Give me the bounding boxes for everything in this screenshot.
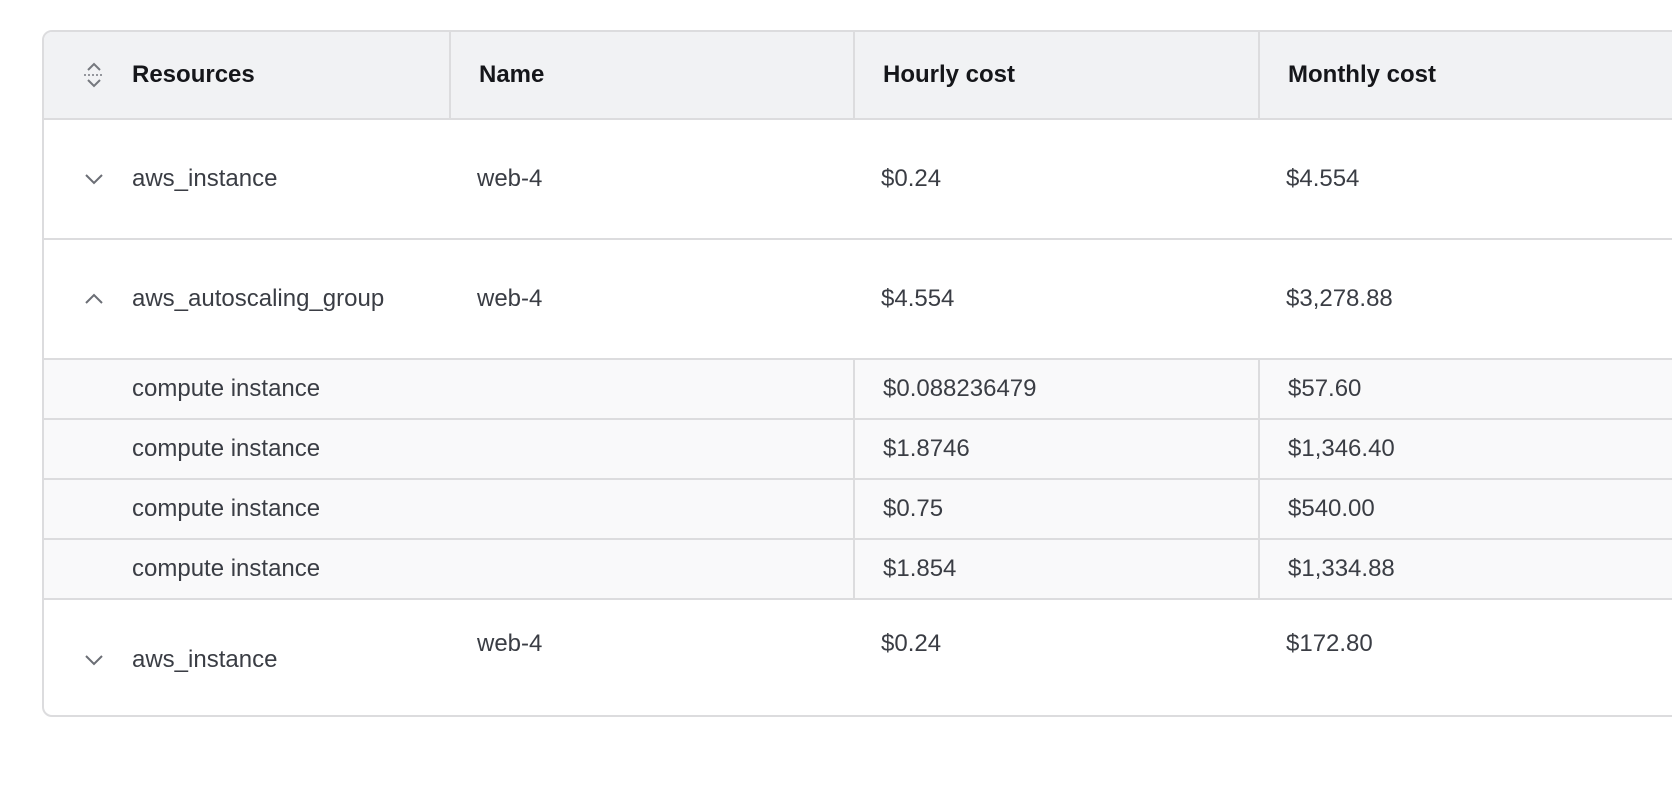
sub-resource: compute instance (132, 435, 321, 462)
sub-resource: compute instance (132, 375, 321, 402)
sub-resource: compute instance (132, 495, 321, 522)
header-resources[interactable]: Resources (44, 32, 449, 118)
cost-table: Resources Name Hourly cost Monthly cost … (42, 30, 1672, 717)
monthly-cost: $540.00 (1258, 480, 1672, 538)
resource-name: web-4 (477, 630, 543, 657)
monthly-cost: $57.60 (1258, 360, 1672, 418)
header-monthly-cost[interactable]: Monthly cost (1258, 32, 1672, 118)
resource-name: web-4 (477, 165, 543, 192)
expand-collapse-all-icon[interactable] (82, 62, 106, 88)
table-row[interactable]: aws_instance web-4 $0.24 $4.554 (44, 120, 1672, 240)
monthly-cost: $3,278.88 (1286, 285, 1393, 312)
hourly-cost: $1.854 (853, 540, 1258, 598)
header-hourly-cost[interactable]: Hourly cost (853, 32, 1258, 118)
hourly-cost: $0.088236479 (853, 360, 1258, 418)
hourly-cost: $4.554 (881, 285, 955, 312)
monthly-cost: $172.80 (1286, 630, 1373, 657)
sub-row: compute instance $0.088236479 $57.60 (44, 360, 1672, 420)
resource-type: aws_instance (132, 165, 278, 192)
hourly-cost: $0.75 (853, 480, 1258, 538)
monthly-cost: $4.554 (1286, 165, 1360, 192)
resource-type: aws_autoscaling_group (132, 285, 385, 312)
sub-row: compute instance $1.8746 $1,346.40 (44, 420, 1672, 480)
sub-row: compute instance $1.854 $1,334.88 (44, 540, 1672, 600)
table-header: Resources Name Hourly cost Monthly cost (44, 32, 1672, 120)
hourly-cost: $0.24 (881, 165, 942, 192)
monthly-cost: $1,334.88 (1258, 540, 1672, 598)
monthly-cost: $1,346.40 (1258, 420, 1672, 478)
sub-resource: compute instance (132, 555, 321, 582)
chevron-up-icon[interactable] (82, 287, 106, 311)
header-name[interactable]: Name (449, 32, 853, 118)
chevron-down-icon[interactable] (82, 648, 106, 672)
header-label: Resources (132, 61, 255, 88)
table-row[interactable]: aws_autoscaling_group web-4 $4.554 $3,27… (44, 240, 1672, 360)
resource-type: aws_instance (132, 645, 278, 673)
table-row[interactable]: aws_instance web-4 $0.24 $172.80 (44, 600, 1672, 715)
chevron-down-icon[interactable] (82, 167, 106, 191)
hourly-cost: $0.24 (881, 630, 942, 657)
hourly-cost: $1.8746 (853, 420, 1258, 478)
sub-row: compute instance $0.75 $540.00 (44, 480, 1672, 540)
resource-name: web-4 (477, 285, 543, 312)
